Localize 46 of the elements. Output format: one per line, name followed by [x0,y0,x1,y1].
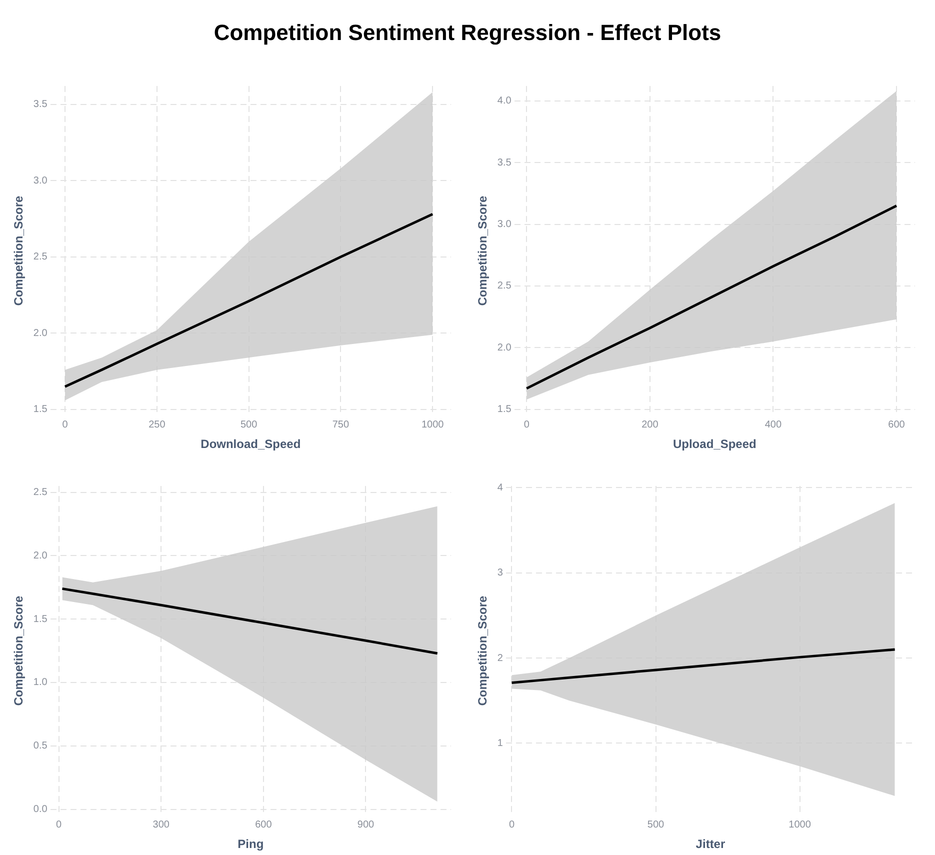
x-tick-label: 1000 [788,819,812,830]
y-tick-label: 1.5 [33,404,48,416]
y-tick-label: 2.0 [33,550,48,562]
y-axis-title: Competition_Score [12,595,26,706]
y-tick-label: 4 [497,482,504,494]
x-tick-label: 900 [357,819,375,830]
y-tick-label: 3.5 [497,157,512,168]
x-tick-label: 250 [148,419,166,430]
x-tick-label: 0 [524,419,530,430]
x-axis-title: Download_Speed [200,437,301,452]
x-tick-label: 0 [56,819,62,830]
y-tick-label: 1.5 [33,614,48,625]
y-tick-label: 1 [497,738,504,749]
y-axis-title: Competition_Score [476,195,490,306]
x-tick-label: 600 [888,419,906,430]
x-axis-title: Ping [238,837,264,852]
y-tick-label: 0.5 [33,740,48,752]
chart-title: Competition Sentiment Regression - Effect Plots [212,19,722,47]
x-axis-title: Jitter [696,837,726,852]
x-tick-label: 200 [642,419,659,430]
y-axis-title: Competition_Score [12,195,26,306]
y-tick-label: 3.5 [33,99,48,110]
y-tick-label: 3.0 [497,219,512,230]
x-tick-label: 400 [764,419,782,430]
y-tick-label: 2 [497,652,504,664]
y-axis-title: Competition_Score [476,595,490,706]
y-tick-label: 2.5 [33,487,48,498]
x-tick-label: 500 [647,819,665,830]
x-tick-label: 0 [62,419,68,430]
y-tick-label: 1.0 [33,677,48,688]
y-tick-label: 2.0 [497,342,512,354]
y-tick-label: 2.5 [497,280,512,292]
x-axis-title: Upload_Speed [672,437,756,452]
y-tick-label: 1.5 [497,404,512,416]
x-tick-label: 0 [508,819,515,830]
y-tick-label: 3.0 [33,175,48,186]
y-tick-label: 0.0 [33,804,48,816]
y-tick-label: 2.5 [33,252,48,263]
y-tick-label: 4.0 [497,96,512,107]
y-tick-label: 2.0 [33,328,48,339]
x-tick-label: 300 [152,819,170,830]
x-tick-label: 500 [240,419,258,430]
y-tick-label: 3 [497,568,504,579]
x-tick-label: 750 [332,419,350,430]
x-tick-label: 1000 [421,419,444,430]
x-tick-label: 600 [255,819,272,830]
